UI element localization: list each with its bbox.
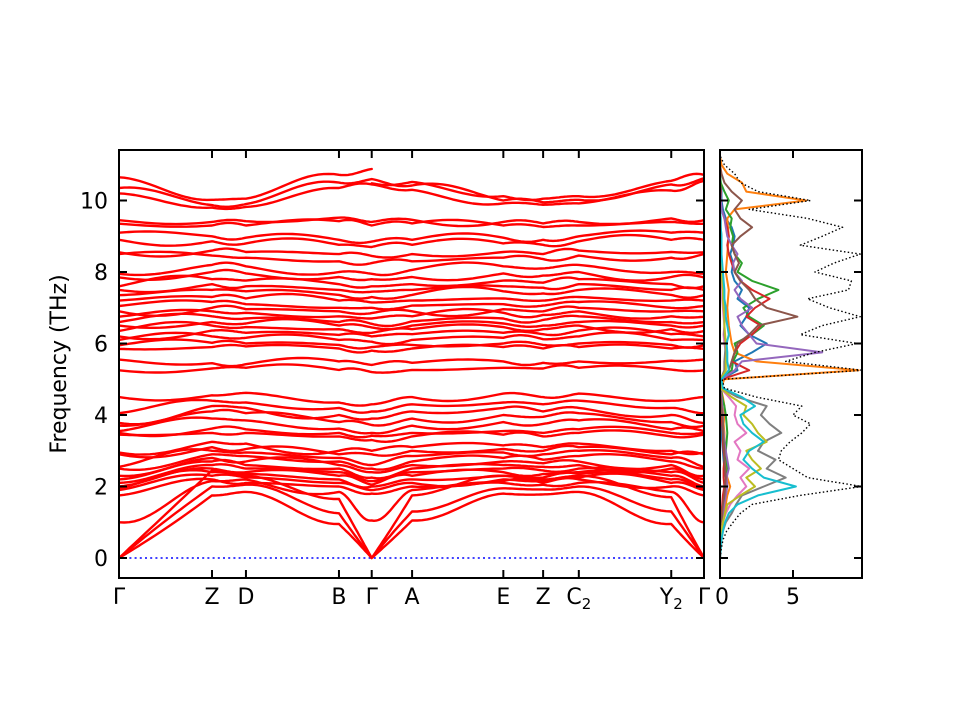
phonon-band [119,233,704,249]
y-tick-label-1: 2 [94,476,108,501]
y-tick-label-5: 10 [80,190,108,215]
total-dos-curve [720,155,862,559]
phonon-band [119,456,704,478]
projection-6-curve [720,155,799,558]
phonon-band [119,453,704,471]
dos-x-tick-label-1: 5 [786,585,800,610]
phonon-band [119,312,704,328]
phonon-band [119,274,704,290]
phonon-band [119,356,704,368]
phonon-band [119,472,704,492]
phonon-band [119,285,704,300]
y-tick-label-4: 8 [94,261,108,286]
y-axis-label: Frequency (THz) [47,274,72,453]
dos-plot-frame [719,149,863,579]
phonon-band [119,283,704,294]
projection-2-curve [720,155,860,559]
phonon-band [119,363,704,374]
phonon-band [119,261,704,277]
phonon-band [119,268,704,282]
k-point-label-3: B [331,585,346,610]
phonon-band [119,429,704,443]
band-curves-group [119,167,704,560]
y-tick-label-0: 0 [94,547,108,572]
phonon-band [119,299,704,311]
projection-5-curve [720,155,824,558]
phonon-band [119,490,704,560]
phonon-band [370,172,704,202]
phonon-band [119,216,704,228]
phonon-band [119,247,704,259]
phonon-band [119,250,704,266]
phonon-band [119,408,704,429]
y-tick-label-3: 6 [94,333,108,358]
axis-ticks-group [119,150,862,578]
phonon-band [119,477,704,497]
phonon-band [119,307,704,320]
dos-curves-group [720,155,862,559]
k-point-label-7: Z [536,585,551,610]
phonon-band [119,177,704,208]
phonon-band [119,304,704,318]
phonon-band [119,320,704,335]
k-point-label-8: C2 [566,585,591,613]
phonon-band [119,167,373,202]
phonon-band [119,404,704,426]
phonon-band [119,425,704,439]
k-point-label-9: Y2 [659,585,683,613]
phonon-band [119,440,704,456]
k-point-label-4: Γ [366,585,379,610]
phonon-band [119,326,704,341]
phonon-band [119,343,704,354]
phonon-band [119,398,704,415]
k-point-label-5: A [405,585,420,610]
phonon-band [119,391,704,407]
dos-x-tick-label-0: 0 [715,585,729,610]
phonon-band [119,483,704,560]
phonon-band [119,318,704,331]
y-tick-label-2: 4 [94,404,108,429]
phonon-band [119,448,704,468]
phonon-band [119,338,704,350]
k-point-label-0: Γ [113,585,126,610]
phonon-band [119,478,704,524]
phonon-band [119,331,704,346]
k-point-label-10: Γ [698,585,711,610]
k-point-label-6: E [496,585,510,610]
phonon-band [119,416,704,435]
k-point-label-1: Z [204,585,219,610]
phonon-band [119,229,704,245]
k-point-label-2: D [237,585,254,610]
phonon-band [119,292,704,304]
